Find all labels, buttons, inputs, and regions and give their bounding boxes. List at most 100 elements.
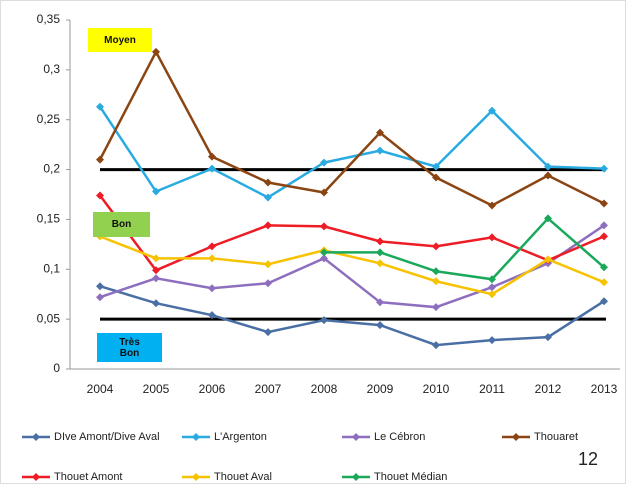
point xyxy=(264,279,272,288)
x-tick-label: 2012 xyxy=(535,382,562,396)
point xyxy=(96,102,104,111)
point xyxy=(488,275,496,284)
point xyxy=(432,162,440,171)
point xyxy=(376,128,384,137)
point xyxy=(376,259,384,268)
legend-marker xyxy=(512,433,520,441)
point xyxy=(376,237,384,246)
annotation: Très Bon xyxy=(97,333,162,362)
point xyxy=(432,267,440,276)
legend-label: Le Cébron xyxy=(374,431,425,443)
point xyxy=(208,284,216,293)
point xyxy=(432,303,440,312)
legend-label: Thouaret xyxy=(534,431,578,443)
point xyxy=(320,188,328,197)
point xyxy=(600,278,608,287)
legend-marker xyxy=(352,473,360,481)
point xyxy=(544,255,552,264)
point xyxy=(152,47,160,56)
annotation: Moyen xyxy=(88,28,152,52)
point xyxy=(208,152,216,161)
y-tick-label: 0,1 xyxy=(43,261,60,275)
legend-marker xyxy=(32,433,40,441)
legend-marker xyxy=(32,473,40,481)
point xyxy=(320,316,328,325)
x-tick-label: 2011 xyxy=(479,382,505,396)
series-line xyxy=(98,49,605,207)
series-line xyxy=(324,216,605,281)
y-tick-label: 0,25 xyxy=(37,112,61,126)
point xyxy=(264,178,272,187)
x-tick-label: 2009 xyxy=(367,382,394,396)
point xyxy=(488,201,496,210)
x-tick-label: 2013 xyxy=(591,382,618,396)
x-tick-label: 2010 xyxy=(423,382,450,396)
legend-label: Thouet Amont xyxy=(54,471,123,483)
point xyxy=(208,242,216,251)
point xyxy=(152,274,160,283)
x-tick-label: 2006 xyxy=(199,382,226,396)
y-tick-label: 0,3 xyxy=(43,62,60,76)
point xyxy=(208,164,216,173)
y-tick-label: 0 xyxy=(53,361,60,375)
point xyxy=(376,248,384,257)
point xyxy=(544,162,552,171)
legend-label: L'Argenton xyxy=(214,431,267,443)
point xyxy=(376,146,384,155)
point xyxy=(320,254,328,263)
point xyxy=(152,254,160,263)
point xyxy=(488,290,496,299)
point xyxy=(208,254,216,263)
point xyxy=(96,155,104,164)
x-tick-label: 2004 xyxy=(87,382,114,396)
point xyxy=(488,283,496,292)
point xyxy=(320,158,328,167)
point xyxy=(488,106,496,115)
y-tick-label: 0,35 xyxy=(37,12,61,26)
point xyxy=(320,248,328,257)
y-tick-label: 0,2 xyxy=(43,162,60,176)
point xyxy=(432,341,440,350)
x-tick-label: 2008 xyxy=(311,382,338,396)
point xyxy=(96,191,104,200)
point xyxy=(488,336,496,345)
point xyxy=(600,297,608,306)
point xyxy=(544,171,552,180)
point xyxy=(376,321,384,330)
series-line xyxy=(98,106,605,199)
point xyxy=(96,293,104,302)
page-number: 12 xyxy=(578,449,598,469)
legend-label: Thouet Aval xyxy=(214,471,272,483)
series-line xyxy=(99,235,605,296)
point xyxy=(488,233,496,242)
x-tick-label: 2005 xyxy=(143,382,170,396)
point xyxy=(264,221,272,230)
point xyxy=(96,282,104,291)
series-line xyxy=(99,285,605,347)
point xyxy=(376,298,384,307)
point xyxy=(544,214,552,223)
point xyxy=(320,222,328,231)
point xyxy=(600,232,608,241)
legend-label: Thouet Médian xyxy=(374,471,447,483)
point xyxy=(264,328,272,337)
point xyxy=(152,299,160,308)
legend-marker xyxy=(352,433,360,441)
point xyxy=(208,311,216,320)
annotation: Bon xyxy=(93,212,150,237)
x-tick-label: 2007 xyxy=(255,382,282,396)
point xyxy=(600,164,608,173)
point xyxy=(432,173,440,182)
y-tick-label: 0,15 xyxy=(37,212,61,226)
y-tick-label: 0,05 xyxy=(37,311,61,325)
point xyxy=(152,266,160,275)
series-line xyxy=(99,224,605,309)
point xyxy=(600,263,608,272)
legend-label: DIve Amont/Dive Aval xyxy=(54,431,160,443)
point xyxy=(544,333,552,342)
point xyxy=(600,199,608,208)
point xyxy=(264,260,272,269)
